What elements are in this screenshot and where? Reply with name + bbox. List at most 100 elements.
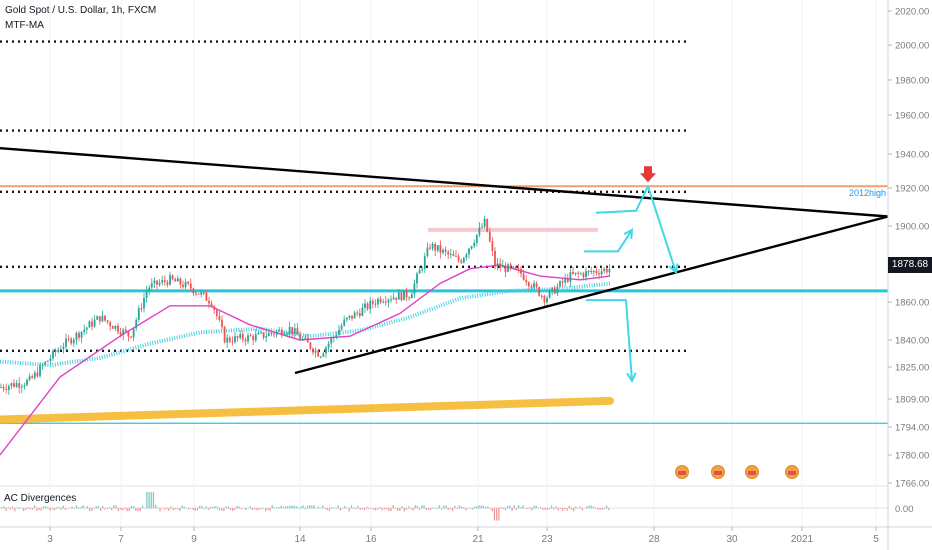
candle-body bbox=[15, 383, 18, 387]
candle-body bbox=[345, 317, 348, 320]
candle-body bbox=[213, 306, 216, 310]
candle-body bbox=[585, 271, 587, 277]
indicator-panel-label[interactable]: AC Divergences bbox=[4, 493, 77, 504]
indicator-bar bbox=[482, 505, 485, 509]
candle-body bbox=[356, 312, 359, 314]
indicator-bar bbox=[75, 505, 78, 509]
candle-body bbox=[166, 282, 169, 285]
candle-body bbox=[553, 287, 556, 294]
candle-body bbox=[306, 337, 309, 343]
indicator-bar bbox=[5, 508, 7, 512]
indicator-bar bbox=[271, 505, 273, 509]
candle-body bbox=[296, 328, 299, 335]
indicator-bar bbox=[529, 507, 531, 509]
indicator-bar bbox=[223, 508, 225, 512]
candle-body bbox=[226, 337, 229, 343]
candle-body bbox=[538, 287, 541, 296]
horizontal-levels bbox=[0, 40, 888, 424]
indicator-bar bbox=[456, 508, 458, 509]
candle-body bbox=[20, 386, 23, 388]
indicator-bar bbox=[509, 505, 511, 509]
indicator-bar bbox=[199, 505, 201, 509]
candle-body bbox=[39, 365, 41, 377]
indicator-bar bbox=[247, 507, 249, 509]
candle-body bbox=[423, 256, 426, 269]
indicator-bar bbox=[141, 505, 144, 509]
indicator-bar bbox=[137, 508, 139, 512]
indicator-bar bbox=[194, 508, 196, 511]
indicator-bar bbox=[562, 508, 564, 511]
indicator-bar bbox=[36, 508, 38, 511]
indicator-bar bbox=[526, 508, 529, 509]
candle-body bbox=[236, 336, 239, 338]
y-tick-label: 1840.00 bbox=[895, 336, 929, 347]
indicator-bar bbox=[465, 508, 467, 511]
indicator-bar bbox=[368, 508, 370, 510]
candle-body bbox=[408, 297, 411, 299]
indicator-bar bbox=[518, 505, 520, 509]
candle-body bbox=[512, 266, 515, 268]
candle-body bbox=[410, 294, 413, 299]
indicator-bar bbox=[201, 505, 203, 509]
indicator-bar bbox=[7, 507, 9, 509]
indicator-bar bbox=[238, 506, 240, 509]
candle-body bbox=[174, 279, 177, 282]
indicator-bar bbox=[357, 505, 359, 509]
indicator-bar bbox=[504, 508, 507, 511]
indicator-bar bbox=[454, 505, 456, 509]
x-tick-label: 7 bbox=[118, 534, 124, 545]
indicator-bar bbox=[31, 508, 34, 510]
price-axis: 2020.00 2000.00 1980.00 1960.00 1940.00 1920.… bbox=[887, 0, 929, 550]
candle-body bbox=[400, 292, 403, 301]
candle-body bbox=[57, 349, 60, 352]
candle-body bbox=[117, 325, 119, 333]
y-tick-label: 1900.00 bbox=[895, 222, 929, 233]
indicator-bar bbox=[458, 505, 460, 509]
indicator-name[interactable]: MTF-MA bbox=[5, 20, 44, 31]
indicator-bar bbox=[553, 508, 555, 510]
candle-body bbox=[462, 257, 465, 263]
candle-body bbox=[564, 277, 567, 283]
candle-body bbox=[241, 333, 244, 340]
indicator-bar bbox=[342, 507, 344, 509]
indicator-bar bbox=[122, 508, 124, 511]
indicator-bar bbox=[348, 508, 350, 512]
indicator-bar bbox=[276, 507, 278, 509]
y-tick-label: 1860.00 bbox=[895, 298, 929, 309]
indicator-bar bbox=[177, 508, 179, 510]
indicator-bar bbox=[106, 508, 108, 509]
candle-body bbox=[533, 283, 535, 288]
indicator-bar bbox=[537, 507, 540, 509]
y-tick-label: 2000.00 bbox=[895, 41, 929, 52]
indicator-bar bbox=[172, 508, 174, 511]
indicator-bar bbox=[370, 508, 372, 509]
indicator-bar bbox=[467, 507, 469, 509]
indicator-bar bbox=[181, 505, 183, 509]
indicator-bar bbox=[485, 506, 487, 509]
candle-body bbox=[543, 295, 546, 303]
indicator-bar bbox=[449, 508, 452, 510]
candle-body bbox=[343, 319, 346, 326]
indicator-bar bbox=[155, 505, 157, 509]
indicator-bar bbox=[414, 505, 416, 509]
indicator-bar bbox=[278, 506, 280, 509]
candle-body bbox=[291, 327, 294, 334]
candle-body bbox=[488, 231, 491, 242]
indicator-bar bbox=[93, 508, 95, 509]
x-tick-label: 16 bbox=[365, 534, 377, 545]
indicator-bar bbox=[568, 505, 570, 509]
indicator-bar bbox=[498, 508, 500, 521]
indicator-bar bbox=[339, 508, 342, 511]
candle-body bbox=[249, 335, 252, 337]
symbol-title[interactable]: Gold Spot / U.S. Dollar, 1h, FXCM bbox=[5, 5, 157, 16]
candle-body bbox=[530, 286, 533, 288]
candle-body bbox=[361, 307, 364, 316]
indicator-bar bbox=[60, 508, 62, 510]
indicator-zero-tick: 0.00 bbox=[895, 504, 914, 515]
candle-body bbox=[447, 251, 450, 255]
candle-body bbox=[262, 332, 265, 338]
candle-body bbox=[429, 247, 431, 249]
candle-body bbox=[189, 283, 192, 289]
candle-body bbox=[83, 329, 86, 332]
candle-body bbox=[286, 333, 288, 335]
